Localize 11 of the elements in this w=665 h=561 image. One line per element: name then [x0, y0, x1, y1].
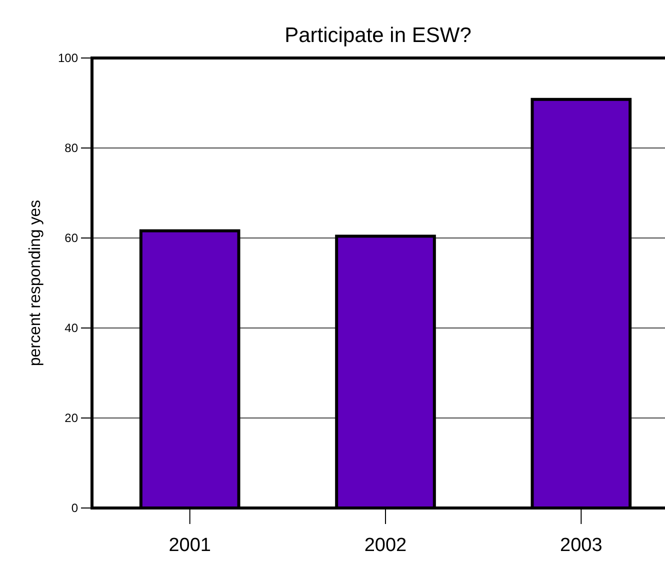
- y-axis-title: percent responding yes: [27, 200, 44, 366]
- x-tick-label: 2001: [168, 535, 211, 556]
- y-tick-label: 100: [58, 51, 78, 66]
- chart-title: Participate in ESW?: [284, 24, 472, 47]
- y-tick-label: 40: [64, 321, 78, 336]
- y-tick-label: 80: [64, 141, 78, 156]
- y-tick-label: 20: [64, 411, 78, 426]
- x-tick-label: 2002: [364, 535, 407, 556]
- y-tick-label: 60: [64, 231, 78, 246]
- y-tick-label: 0: [71, 501, 78, 516]
- x-tick-label: 2003: [560, 535, 602, 556]
